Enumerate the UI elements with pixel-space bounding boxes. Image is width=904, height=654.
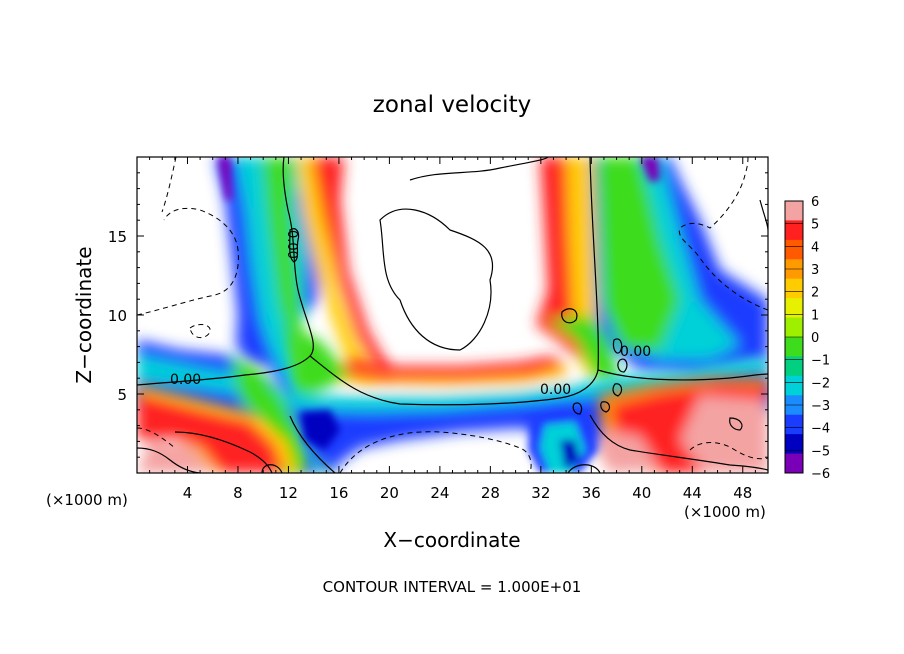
colorbar-tick-label: −5: [811, 444, 830, 459]
contour-label: 0.00: [170, 372, 201, 388]
x-unit-left: (×1000 m): [46, 491, 128, 509]
colorbar: 6 5 4 3 2 1 0 −1 −2 −3 −4 −5 −6: [784, 195, 830, 482]
colorbar-tick-label: 5: [811, 218, 819, 233]
x-tick-label: 8: [233, 484, 243, 502]
colorbar-swatch: [785, 317, 803, 338]
colorbar-swatch: [785, 434, 803, 455]
colorbar-swatch: [785, 337, 803, 357]
colorbar-tick-label: −6: [811, 467, 830, 482]
x-axis-label: X−coordinate: [383, 528, 520, 552]
contour-label: 0.00: [284, 230, 299, 259]
chart-title: zonal velocity: [373, 92, 531, 118]
y-tick-label: 5: [117, 386, 127, 404]
x-tick-label: 4: [183, 484, 193, 502]
dashed-contour-lines: [137, 157, 768, 473]
x-tick-label: 12: [279, 484, 298, 502]
colorbar-swatch: [785, 201, 803, 221]
heatmap-field: 0.00 0.00 0.00 0.00: [137, 157, 768, 473]
colorbar-swatch: [785, 239, 803, 260]
colorbar-swatch: [785, 453, 803, 474]
x-tick-label: 40: [632, 484, 651, 502]
colorbar-tick-label: 2: [811, 286, 819, 301]
plot-area: 0.00 0.00 0.00 0.00: [136, 156, 769, 474]
colorbar-tick-label: 4: [811, 240, 819, 255]
colorbar-tick-label: −3: [811, 399, 830, 414]
x-axis: 4 8 12 16 20 24 28 32 36 40 44 48: [149, 157, 756, 502]
x-tick-label: 44: [683, 484, 702, 502]
contour-labels: 0.00 0.00 0.00 0.00: [170, 230, 651, 398]
x-tick-label: 24: [430, 484, 449, 502]
contour-label: 0.00: [620, 344, 651, 360]
colorbar-swatch: [785, 220, 803, 241]
x-tick-label: 48: [733, 484, 752, 502]
colorbar-tick-label: −4: [811, 422, 830, 437]
y-tick-label: 15: [108, 228, 127, 246]
colorbar-tick-label: 6: [811, 195, 819, 210]
colorbar-tick-label: −1: [811, 354, 830, 369]
x-unit-right: (×1000 m): [684, 503, 766, 521]
colorbar-swatch: [785, 414, 803, 435]
y-tick-label: 10: [108, 307, 127, 325]
colorbar-tick-label: 1: [811, 308, 819, 323]
contour-label: 0.00: [540, 382, 571, 398]
y-axis-label: Z−coordinate: [72, 246, 96, 383]
y-axis: 5 10 15: [108, 172, 768, 458]
x-tick-label: 36: [582, 484, 601, 502]
x-tick-label: 20: [380, 484, 399, 502]
colorbar-swatch: [785, 298, 803, 319]
contour-interval-footer: CONTOUR INTERVAL = 1.000E+01: [323, 578, 582, 596]
x-tick-label: 28: [481, 484, 500, 502]
colorbar-swatch: [785, 356, 803, 377]
colorbar-swatch: [785, 375, 803, 396]
colorbar-tick-label: 3: [811, 263, 819, 278]
x-tick-label: 32: [531, 484, 550, 502]
contour-lines: [137, 157, 768, 473]
colorbar-tick-label: 0: [811, 331, 819, 346]
x-tick-label: 16: [329, 484, 348, 502]
colorbar-swatch: [785, 278, 803, 299]
colorbar-tick-label: −2: [811, 376, 830, 391]
